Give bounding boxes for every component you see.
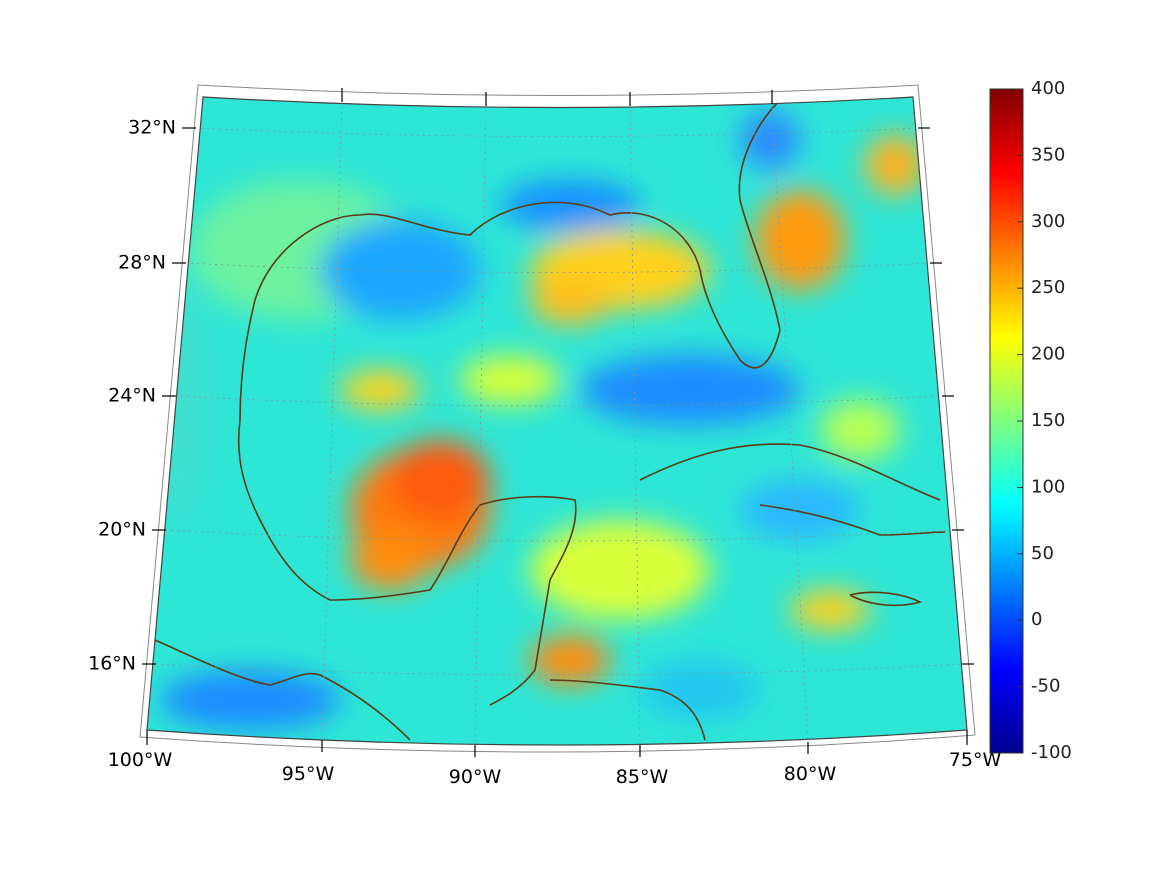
- lat-label-32: 32°N: [128, 117, 176, 139]
- colorbar-tick-label: -100: [1031, 742, 1072, 763]
- colorbar-tick-label: 150: [1031, 410, 1065, 431]
- map-frame-outer: [139, 84, 976, 753]
- colorbar-tick-label: 50: [1031, 543, 1054, 564]
- coastlines: [154, 99, 946, 741]
- graticule: [154, 99, 963, 745]
- lat-label-20: 20°N: [98, 519, 146, 541]
- map-field: [147, 97, 967, 745]
- map-frame: [146, 96, 968, 746]
- lon-label-90w: 90°W: [449, 766, 502, 788]
- colorbar-tick-label: 0: [1031, 609, 1042, 630]
- lon-label-85w: 85°W: [616, 766, 669, 788]
- colorbar-tick-label: 350: [1031, 144, 1065, 165]
- lat-ticks: [142, 127, 974, 665]
- lon-label-75w: 75°W: [949, 749, 1002, 771]
- lat-label-28: 28°N: [118, 252, 166, 274]
- lon-label-100w: 100°W: [108, 749, 173, 771]
- colorbar-ticks: 400 350 300 250 200 150 100 50 0 -50 -100: [1017, 78, 1072, 763]
- colorbar-tick-label: 250: [1031, 277, 1065, 298]
- lon-label-95w: 95°W: [282, 763, 335, 785]
- colorbar-tick-label: 400: [1031, 78, 1065, 99]
- lon-ticks: [146, 88, 968, 757]
- lat-label-16: 16°N: [88, 653, 136, 675]
- colorbar-tick-label: 300: [1031, 211, 1065, 232]
- lat-label-24: 24°N: [108, 385, 156, 407]
- colorbar-tick-label: -50: [1031, 676, 1060, 697]
- lon-label-80w: 80°W: [784, 763, 837, 785]
- colorbar-tick-label: 100: [1031, 476, 1065, 497]
- colorbar-tick-label: 200: [1031, 344, 1065, 365]
